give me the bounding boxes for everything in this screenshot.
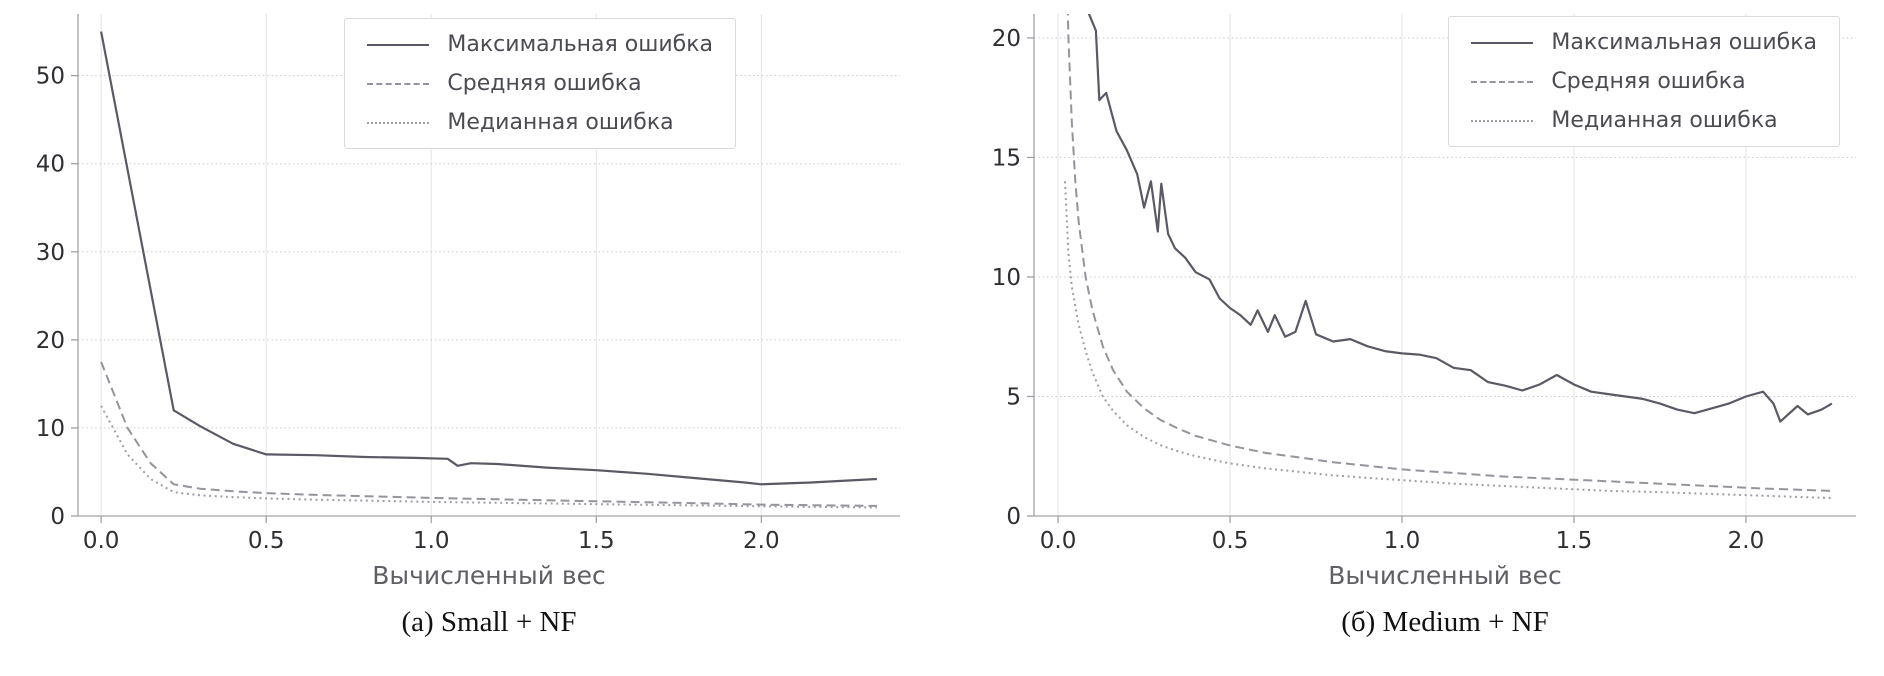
y-tick-label: 30 <box>36 240 65 266</box>
y-tick-label: 40 <box>36 152 65 178</box>
x-tick-label: 1.5 <box>578 528 615 554</box>
chart-caption: (а) Small + NF <box>401 606 577 638</box>
legend-label: Медианная ошибка <box>447 110 674 135</box>
y-tick-label: 20 <box>992 26 1021 52</box>
x-tick-label: 1.0 <box>1384 528 1421 554</box>
figure-medium-nf: 0.0 0.5 1.0 1.5 2.0 0 5 10 15 20 Вычисленный вес М… <box>970 6 1870 639</box>
x-tick-label: 0.0 <box>1040 528 1077 554</box>
legend-item: Средняя ошибка <box>363 66 717 101</box>
legend-label: Максимальная ошибка <box>1551 30 1817 55</box>
x-axis-label: Вычисленный вес <box>372 561 606 590</box>
x-tick-label: 2.0 <box>1728 528 1765 554</box>
legend: Максимальная ошибка Средняя ошибка Медиа… <box>1448 16 1840 147</box>
y-tick-label: 10 <box>36 416 65 442</box>
figure-small-nf: 0.0 0.5 1.0 1.5 2.0 0 10 20 30 40 50 Вычисленный ве… <box>14 6 914 639</box>
series-line-dashed <box>1066 14 1832 492</box>
y-tick-label: 0 <box>50 504 65 530</box>
x-tick-label: 0.5 <box>1212 528 1249 554</box>
legend-item: Максимальная ошибка <box>1467 25 1821 60</box>
series-line-solid <box>1087 14 1833 423</box>
y-tick-label: 5 <box>1006 384 1021 410</box>
x-tick-label: 2.0 <box>743 528 780 554</box>
series-line-solid <box>100 31 877 486</box>
dashed-line-sample-icon <box>367 82 430 85</box>
x-axis-label: Вычисленный вес <box>1328 561 1562 590</box>
legend-item: Медианная ошибка <box>363 105 717 140</box>
plot-wrap-medium-nf: 0.0 0.5 1.0 1.5 2.0 0 5 10 15 20 Вычисленный вес М… <box>970 6 1870 602</box>
dashed-line-sample-icon <box>1471 80 1534 83</box>
series-line-dashed <box>100 361 877 507</box>
x-tick-label: 1.5 <box>1556 528 1593 554</box>
solid-line-sample-icon <box>1471 41 1534 44</box>
series-line-dotted <box>1064 181 1832 500</box>
y-tick-label: 0 <box>1006 504 1021 530</box>
legend-label: Средняя ошибка <box>1551 69 1746 94</box>
series-line-dotted <box>100 405 877 509</box>
y-tick-label: 15 <box>992 145 1021 171</box>
legend-label: Максимальная ошибка <box>447 32 713 57</box>
legend-item: Медианная ошибка <box>1467 103 1821 138</box>
y-tick-label: 20 <box>36 328 65 354</box>
legend-item: Средняя ошибка <box>1467 64 1821 99</box>
chart-caption: (б) Medium + NF <box>1341 606 1549 638</box>
legend: Максимальная ошибка Средняя ошибка Медиа… <box>344 18 736 149</box>
x-tick-label: 0.0 <box>83 528 120 554</box>
legend-label: Медианная ошибка <box>1551 108 1778 133</box>
dotted-line-sample-icon <box>1471 119 1534 122</box>
legend-item: Максимальная ошибка <box>363 27 717 62</box>
y-tick-label: 50 <box>36 64 65 90</box>
y-tick-label: 10 <box>992 265 1021 291</box>
plot-small-nf: 0.0 0.5 1.0 1.5 2.0 0 10 20 30 40 50 Вычисленный ве… <box>36 14 900 590</box>
dotted-line-sample-icon <box>367 121 430 124</box>
x-tick-label: 0.5 <box>248 528 285 554</box>
solid-line-sample-icon <box>367 43 430 46</box>
legend-label: Средняя ошибка <box>447 71 642 96</box>
x-tick-label: 1.0 <box>413 528 450 554</box>
plot-wrap-small-nf: 0.0 0.5 1.0 1.5 2.0 0 10 20 30 40 50 Вычисленный ве… <box>14 6 914 602</box>
